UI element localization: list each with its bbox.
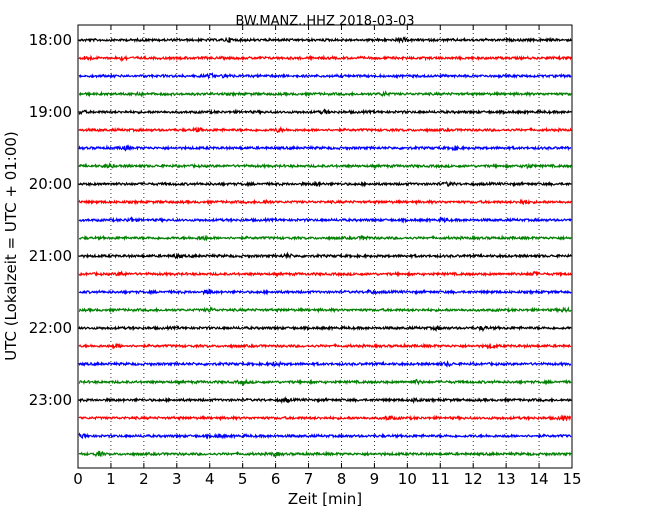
trace-2200 bbox=[78, 324, 572, 333]
x-tick-label-1: 1 bbox=[106, 470, 116, 488]
trace-2015 bbox=[78, 198, 572, 206]
x-tick-label-6: 6 bbox=[271, 470, 281, 488]
trace-2345 bbox=[78, 450, 572, 458]
trace-1830 bbox=[78, 72, 572, 80]
trace-2115 bbox=[78, 270, 572, 278]
trace-2300 bbox=[78, 395, 572, 405]
x-tick-label-14: 14 bbox=[530, 470, 549, 488]
chart-title: BW.MANZ..HHZ 2018-03-03 bbox=[235, 14, 414, 29]
trace-2330 bbox=[78, 432, 572, 440]
x-tick-label-10: 10 bbox=[398, 470, 417, 488]
x-tick-label-15: 15 bbox=[562, 470, 581, 488]
y-axis-label: UTC (Lokalzeit = UTC + 01:00) bbox=[2, 131, 20, 361]
x-tick-label-2: 2 bbox=[139, 470, 149, 488]
trace-2145 bbox=[78, 306, 572, 314]
trace-1815 bbox=[78, 54, 572, 63]
x-axis-label: Zeit [min] bbox=[288, 490, 362, 508]
trace-1945 bbox=[78, 162, 572, 170]
trace-2000 bbox=[78, 180, 572, 188]
y-tick-label-23:00: 23:00 bbox=[29, 391, 72, 409]
trace-2045 bbox=[78, 234, 572, 242]
trace-2315 bbox=[78, 414, 572, 422]
x-tick-label-11: 11 bbox=[431, 470, 450, 488]
trace-2215 bbox=[78, 342, 572, 350]
x-tick-label-4: 4 bbox=[205, 470, 215, 488]
y-tick-label-18:00: 18:00 bbox=[29, 31, 72, 49]
plot-frame bbox=[77, 24, 573, 469]
trace-2230 bbox=[78, 360, 572, 368]
y-tick-label-21:00: 21:00 bbox=[29, 247, 72, 265]
x-tick-label-0: 0 bbox=[73, 470, 83, 488]
x-tick-label-9: 9 bbox=[370, 470, 380, 488]
x-axis-ticks: 0 1 2 3 4 5 6 7 8 9 10 11 12 13 14 15 bbox=[73, 25, 582, 488]
trace-2030 bbox=[78, 216, 572, 224]
x-tick-label-3: 3 bbox=[172, 470, 182, 488]
y-axis-ticks: 18:00 19:00 20:00 21:00 22:00 23:00 bbox=[29, 31, 572, 409]
y-tick-label-19:00: 19:00 bbox=[29, 103, 72, 121]
x-tick-label-12: 12 bbox=[464, 470, 483, 488]
trace-2245 bbox=[78, 378, 572, 387]
trace-1900 bbox=[78, 108, 572, 116]
trace-1930 bbox=[78, 144, 572, 152]
y-tick-label-22:00: 22:00 bbox=[29, 319, 72, 337]
trace-1845 bbox=[78, 90, 572, 98]
x-tick-label-5: 5 bbox=[238, 470, 248, 488]
seismic-traces bbox=[78, 36, 572, 458]
trace-2130 bbox=[78, 288, 572, 296]
x-tick-label-8: 8 bbox=[337, 470, 347, 488]
trace-1915 bbox=[78, 126, 572, 134]
x-tick-label-7: 7 bbox=[304, 470, 314, 488]
trace-1800 bbox=[78, 36, 572, 44]
y-tick-label-20:00: 20:00 bbox=[29, 175, 72, 193]
trace-2100 bbox=[78, 251, 572, 260]
x-tick-label-13: 13 bbox=[497, 470, 516, 488]
